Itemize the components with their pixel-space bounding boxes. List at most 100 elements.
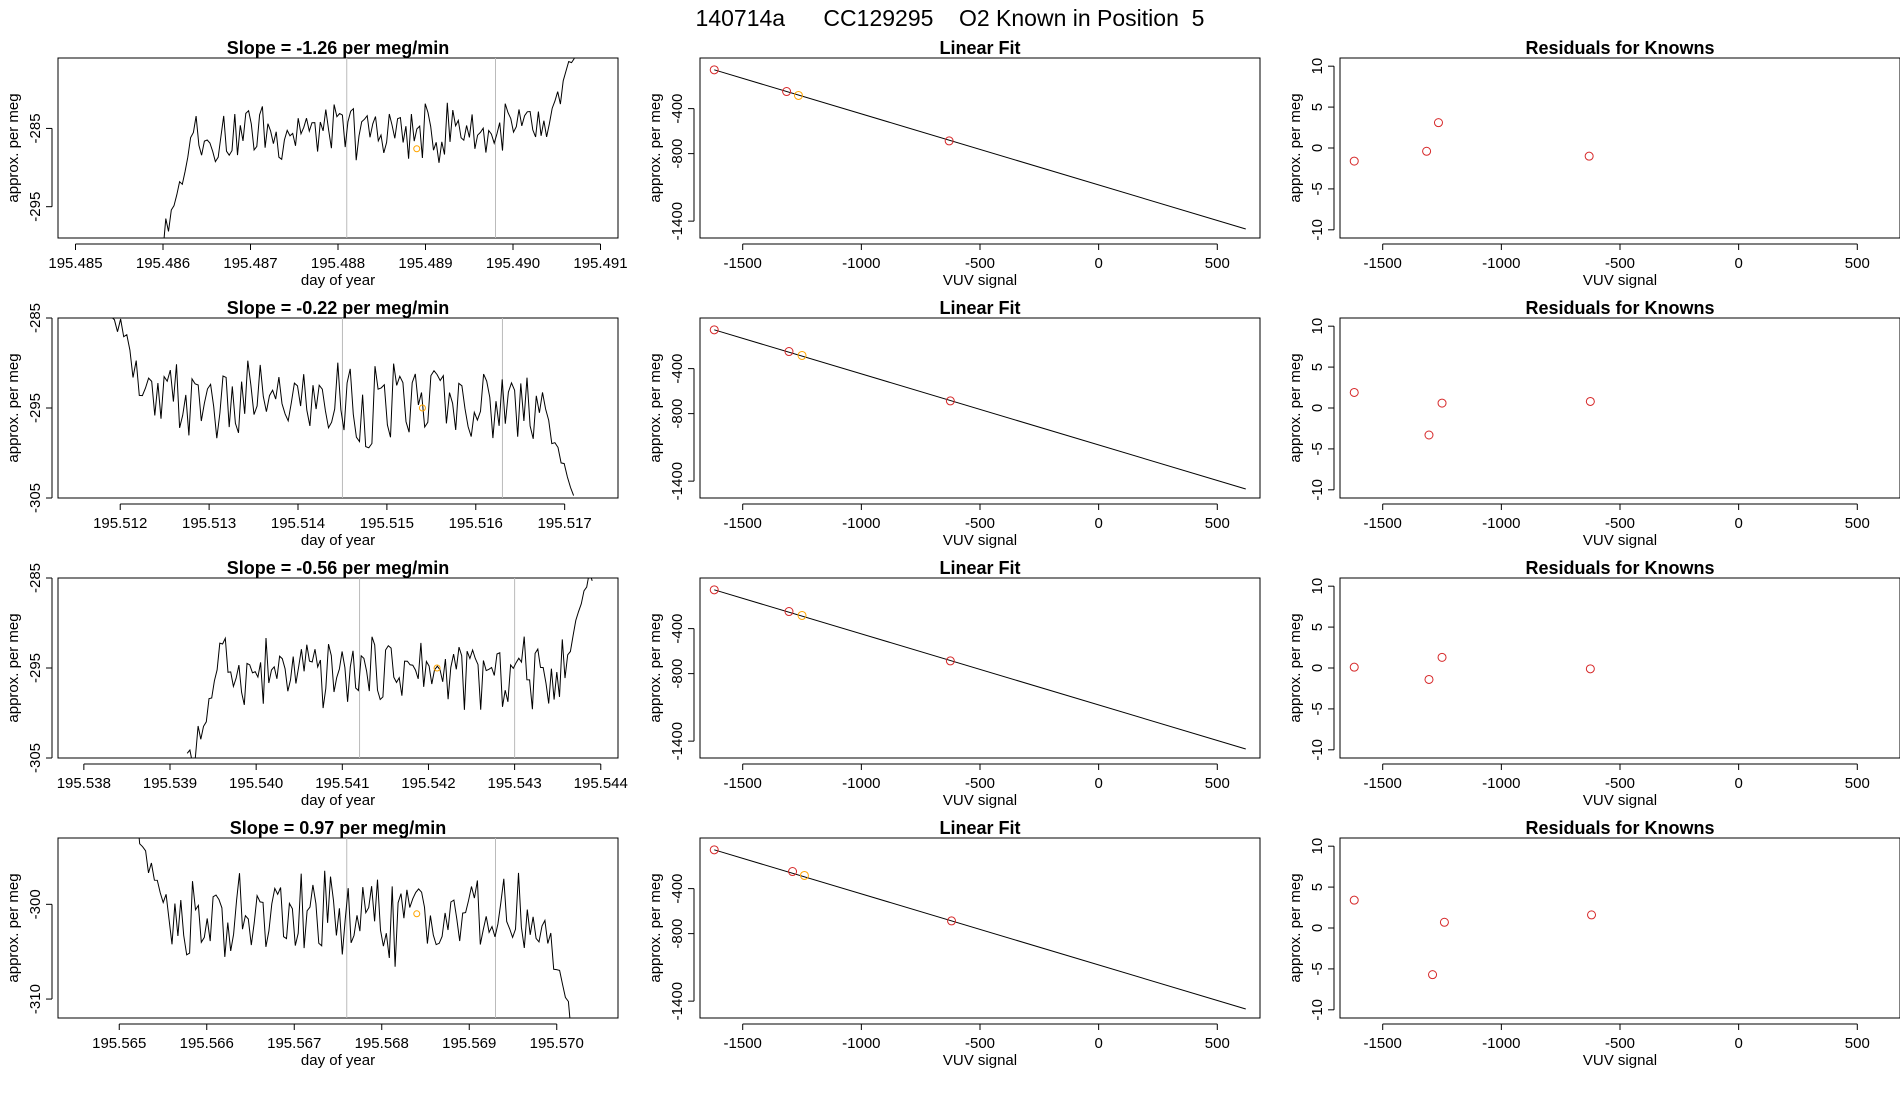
fit-point (797, 350, 807, 360)
y-axis-label: approx. per meg (1287, 93, 1304, 202)
y-tick-label: -10 (1309, 739, 1326, 761)
reference-point (433, 664, 441, 672)
fit-line (714, 589, 1246, 750)
plot-area (709, 845, 1246, 1010)
y-tick-label: -800 (669, 919, 686, 949)
panel-title: Residuals for Knowns (1525, 818, 1714, 838)
x-tick-label: -1500 (1364, 515, 1402, 532)
y-tick-label: -5 (1309, 182, 1326, 195)
y-tick-label: -310 (27, 984, 44, 1014)
residual-point (1584, 151, 1594, 161)
y-tick-label: -800 (669, 399, 686, 429)
y-tick-label: -285 (27, 303, 44, 333)
y-tick-label: 5 (1309, 363, 1326, 371)
plot-frame (1339, 577, 1900, 759)
panel-2-1: Slope = -0.22 per meg/min 195.512 195.513 1… (5, 298, 619, 549)
y-tick-label: -5 (1309, 442, 1326, 455)
x-tick-label: 500 (1205, 255, 1230, 272)
panel-title: Linear Fit (939, 38, 1020, 58)
plot-area (1349, 652, 1595, 684)
x-tick-label: 195.488 (311, 255, 365, 272)
y-tick-label: 10 (1309, 318, 1326, 335)
plot-frame (1339, 57, 1900, 239)
y-tick-label: -800 (669, 139, 686, 169)
y-axis-label: approx. per meg (5, 93, 22, 202)
y-tick-label: -1400 (669, 462, 686, 500)
x-axis-label: day of year (301, 532, 375, 549)
plot-area (709, 585, 1246, 750)
reference-point (413, 910, 421, 918)
y-tick-label: -400 (669, 874, 686, 904)
x-tick-label: 195.567 (267, 1035, 321, 1052)
y-tick-label: 0 (1309, 404, 1326, 412)
residual-point (1433, 118, 1443, 128)
y-tick-label: -305 (27, 483, 44, 513)
x-tick-label: 195.544 (574, 775, 628, 792)
plot-area (1349, 387, 1595, 440)
plot-area (138, 838, 571, 1018)
data-trace-line (186, 578, 593, 758)
x-tick-label: 195.538 (57, 775, 111, 792)
panel-title: Linear Fit (939, 298, 1020, 318)
residual-point (1437, 652, 1447, 662)
panel-title: Linear Fit (939, 558, 1020, 578)
residual-point (1587, 910, 1597, 920)
x-tick-label: 195.568 (355, 1035, 409, 1052)
x-tick-label: 195.543 (487, 775, 541, 792)
panel-4-1: Slope = 0.97 per meg/min 195.565 195.566 19… (5, 818, 619, 1069)
plot-frame (57, 57, 619, 239)
x-tick-label: -1000 (1482, 775, 1520, 792)
x-axis-label: day of year (301, 792, 375, 809)
x-tick-label: 195.487 (223, 255, 277, 272)
x-tick-label: -1500 (724, 1035, 762, 1052)
y-tick-label: 5 (1309, 103, 1326, 111)
x-axis-label: VUV signal (1583, 272, 1657, 289)
y-axis-label: approx. per meg (647, 93, 664, 202)
residual-point (1585, 396, 1595, 406)
panel-title: Residuals for Knowns (1525, 298, 1714, 318)
plot-area (1349, 118, 1594, 166)
plot-area (709, 65, 1246, 230)
fit-line (714, 329, 1246, 490)
y-tick-label: -800 (669, 659, 686, 689)
y-tick-label: -285 (27, 563, 44, 593)
residual-point (1424, 430, 1434, 440)
fit-point (782, 87, 792, 97)
plot-frame (57, 837, 619, 1019)
panel-title: Slope = -0.56 per meg/min (227, 558, 450, 578)
x-tick-label: 195.485 (48, 255, 102, 272)
y-tick-label: -1400 (669, 722, 686, 760)
y-tick-label: 0 (1309, 664, 1326, 672)
x-tick-label: 500 (1845, 515, 1870, 532)
panel-title: Slope = 0.97 per meg/min (230, 818, 447, 838)
x-tick-label: 195.565 (92, 1035, 146, 1052)
reference-point (418, 404, 426, 412)
panel-title: Slope = -0.22 per meg/min (227, 298, 450, 318)
residual-point (1428, 970, 1438, 980)
x-tick-label: -500 (965, 1035, 995, 1052)
plot-frame (1339, 317, 1900, 499)
y-tick-label: -300 (27, 889, 44, 919)
y-tick-label: 10 (1309, 58, 1326, 75)
x-tick-label: -500 (965, 255, 995, 272)
y-tick-label: -400 (669, 94, 686, 124)
y-tick-label: 10 (1309, 838, 1326, 855)
plot-frame (57, 317, 619, 499)
x-tick-label: 195.490 (486, 255, 540, 272)
panel-title: Residuals for Knowns (1525, 38, 1714, 58)
plot-area (709, 325, 1246, 490)
residual-point (1422, 146, 1432, 156)
fit-point (799, 870, 809, 880)
x-tick-label: -500 (1605, 1035, 1635, 1052)
panel-3-2: Linear Fit -1500 -1000 -500 0 500 VUV signal -4… (647, 558, 1261, 809)
y-axis-label: approx. per meg (1287, 873, 1304, 982)
x-tick-label: -1500 (724, 515, 762, 532)
x-tick-label: 195.539 (143, 775, 197, 792)
fit-point (793, 90, 803, 100)
panel-title: Linear Fit (939, 818, 1020, 838)
residual-point (1437, 398, 1447, 408)
fit-point (784, 607, 794, 617)
x-tick-label: 0 (1094, 1035, 1102, 1052)
x-axis-label: day of year (301, 272, 375, 289)
